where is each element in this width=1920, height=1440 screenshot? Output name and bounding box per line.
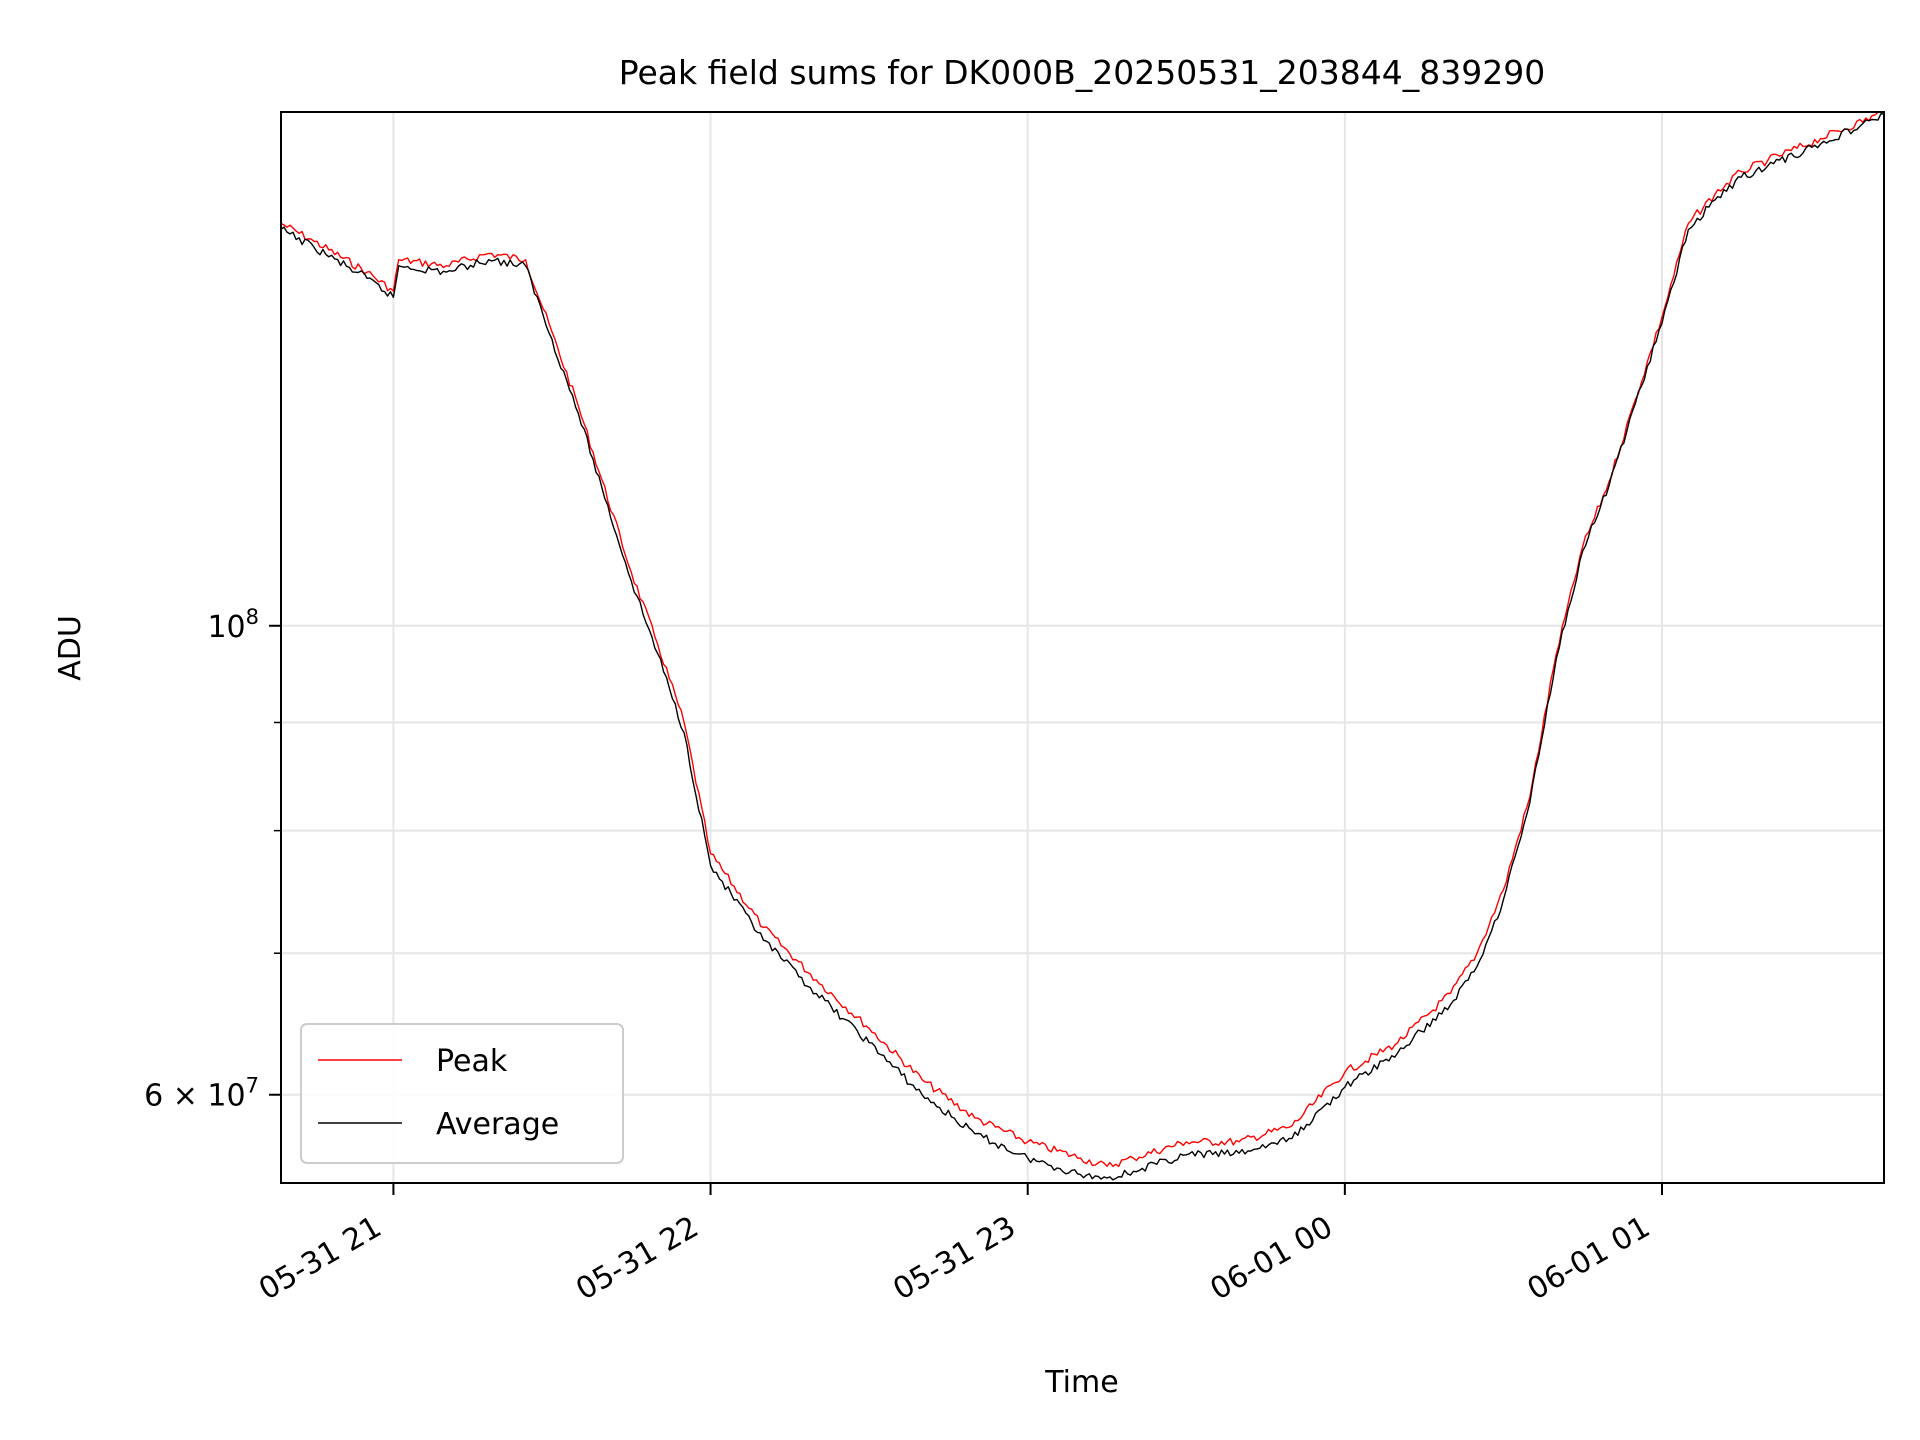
legend-box bbox=[300, 1023, 624, 1164]
series-line-average bbox=[280, 112, 1885, 1181]
y-tick-label: 6 × 107 bbox=[144, 1074, 259, 1114]
chart-title: Peak field sums for DK000B_20250531_2038… bbox=[619, 53, 1545, 92]
series-line-peak bbox=[280, 111, 1885, 1168]
plot-frame bbox=[280, 111, 1885, 1184]
grid-lines bbox=[281, 112, 1884, 1183]
legend-label-peak: Peak bbox=[436, 1044, 508, 1079]
y-axis-ticks: 108 6 × 107 bbox=[144, 605, 281, 1114]
y-axis-label: ADU bbox=[53, 615, 88, 681]
data-lines bbox=[280, 111, 1885, 1181]
x-axis-label: Time bbox=[1044, 1365, 1118, 1400]
legend-label-average: Average bbox=[436, 1107, 559, 1142]
y-tick-label: 108 bbox=[207, 605, 259, 645]
legend: Peak Average bbox=[300, 1023, 624, 1164]
